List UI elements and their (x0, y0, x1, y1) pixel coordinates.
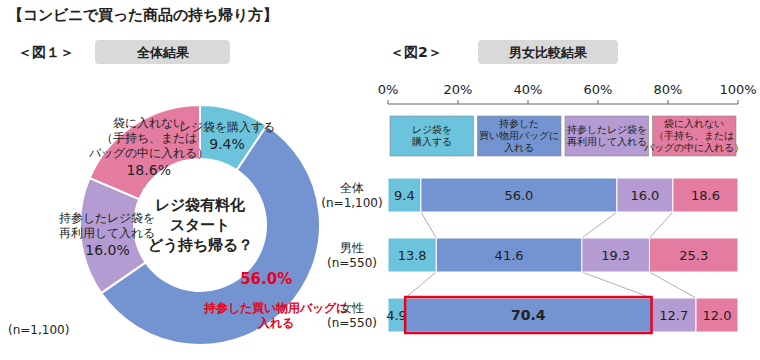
bar-value: 19.3 (601, 248, 630, 263)
donut-chart: ＜図１＞全体結果レジ袋を購入する9.4%56.0%持参した買い物用バッグに入れる… (8, 40, 348, 345)
connector (649, 272, 696, 298)
x-tick-label: 0% (378, 82, 399, 97)
subtitle-box (478, 40, 618, 64)
slice-value: 18.6% (126, 162, 170, 178)
x-tick-label: 60% (584, 82, 613, 97)
bar-chart: ＜図2＞ 男女比較結果 0% 20% 40% 60% 80% 100% レジ袋を購入する 持参した… (321, 40, 756, 333)
connector (582, 212, 617, 238)
x-tick (738, 100, 739, 104)
highlight-box (405, 297, 651, 333)
bar-segment (617, 178, 673, 212)
bar-segment (436, 238, 582, 272)
figure-label: ＜図2＞ (390, 44, 442, 60)
x-tick (598, 100, 599, 104)
slice-value: 16.0% (85, 242, 129, 258)
x-tick-label: 80% (654, 82, 683, 97)
slice-labels: レジ袋を購入する9.4%56.0%持参した買い物用バッグに入れる持参したレジ袋を… (59, 116, 348, 330)
x-tick (528, 100, 529, 104)
bar-segment (388, 238, 436, 272)
bar-segment (405, 298, 651, 332)
x-tick-label: 20% (444, 82, 473, 97)
x-axis (388, 104, 738, 105)
bar-value: 70.4 (511, 307, 546, 323)
bar-value: 16.0 (630, 188, 659, 203)
legend-swatch (565, 116, 649, 156)
center-label: レジ袋有料化スタートどう持ち帰る？ (148, 196, 253, 254)
legend-label: レジ袋を購入する (412, 124, 452, 147)
x-tick (458, 100, 459, 104)
slice-value: 9.4% (209, 136, 245, 152)
bar-segment (652, 298, 696, 332)
bar-value: 18.6 (691, 188, 720, 203)
bar-segment (421, 178, 617, 212)
category-label: 女性(n=550) (327, 301, 377, 330)
bar-value: 25.3 (679, 248, 708, 263)
connector (421, 212, 436, 238)
bar-value: 12.7 (659, 308, 688, 323)
subtitle: 男女比較結果 (508, 45, 588, 60)
chart: 【コンビニで買った商品の持ち帰り方】 ＜図１＞ 全体結果レジ袋を購入する 9.4% 56… (0, 0, 760, 360)
bar-value: 56.0 (504, 188, 533, 203)
slice-label: 袋に入れない（手持ち、またはバッグの中に入れる） (88, 116, 209, 160)
figure-label: ＜図１＞ (18, 44, 74, 60)
bar-segment (388, 178, 421, 212)
legend-label: 持参した買い物用バッグに入れる (479, 118, 559, 153)
legend-label: 袋に入れない（手持ち、またはバッグの中に入れる） (643, 118, 744, 153)
subtitle: 全体結果 (136, 45, 190, 60)
legend-swatch (390, 116, 474, 156)
slice-label: 持参したレジ袋を再利用して入れる (59, 211, 155, 240)
bar-segment (696, 298, 738, 332)
title: 【コンビニで買った商品の持ち帰り方】 (8, 6, 278, 24)
connector (582, 272, 652, 298)
x-tick-label: 40% (514, 82, 543, 97)
subtitle-box (95, 40, 230, 64)
bar-value: 9.4 (394, 188, 415, 203)
bar-value: 4.9 (386, 308, 407, 323)
connector (405, 272, 436, 298)
sample-note: (n=1,100) (8, 323, 69, 337)
legend-label: 持参したレジ袋を再利用して入れる (567, 124, 647, 147)
bar-value: 12.0 (703, 308, 732, 323)
bar-value: 13.8 (398, 248, 427, 263)
bar-segment (582, 238, 650, 272)
bar-segment (649, 238, 738, 272)
bars (388, 178, 738, 332)
slice-value: 56.0% (240, 270, 292, 288)
category-label: 男性(n=550) (327, 241, 377, 270)
legend-swatch (478, 116, 562, 156)
x-tick (388, 100, 389, 104)
bar-segment (673, 178, 738, 212)
bar-value: 41.6 (495, 248, 524, 263)
category-label: 全体(n=1,100) (321, 181, 382, 210)
x-tick-label: 100% (719, 82, 756, 97)
x-tick (668, 100, 669, 104)
bar-labels: 9.4 56.0 16.0 18.6 13.8 41.6 19.3 25.3 4.9 70.4 12… (386, 188, 731, 333)
connector (649, 212, 672, 238)
